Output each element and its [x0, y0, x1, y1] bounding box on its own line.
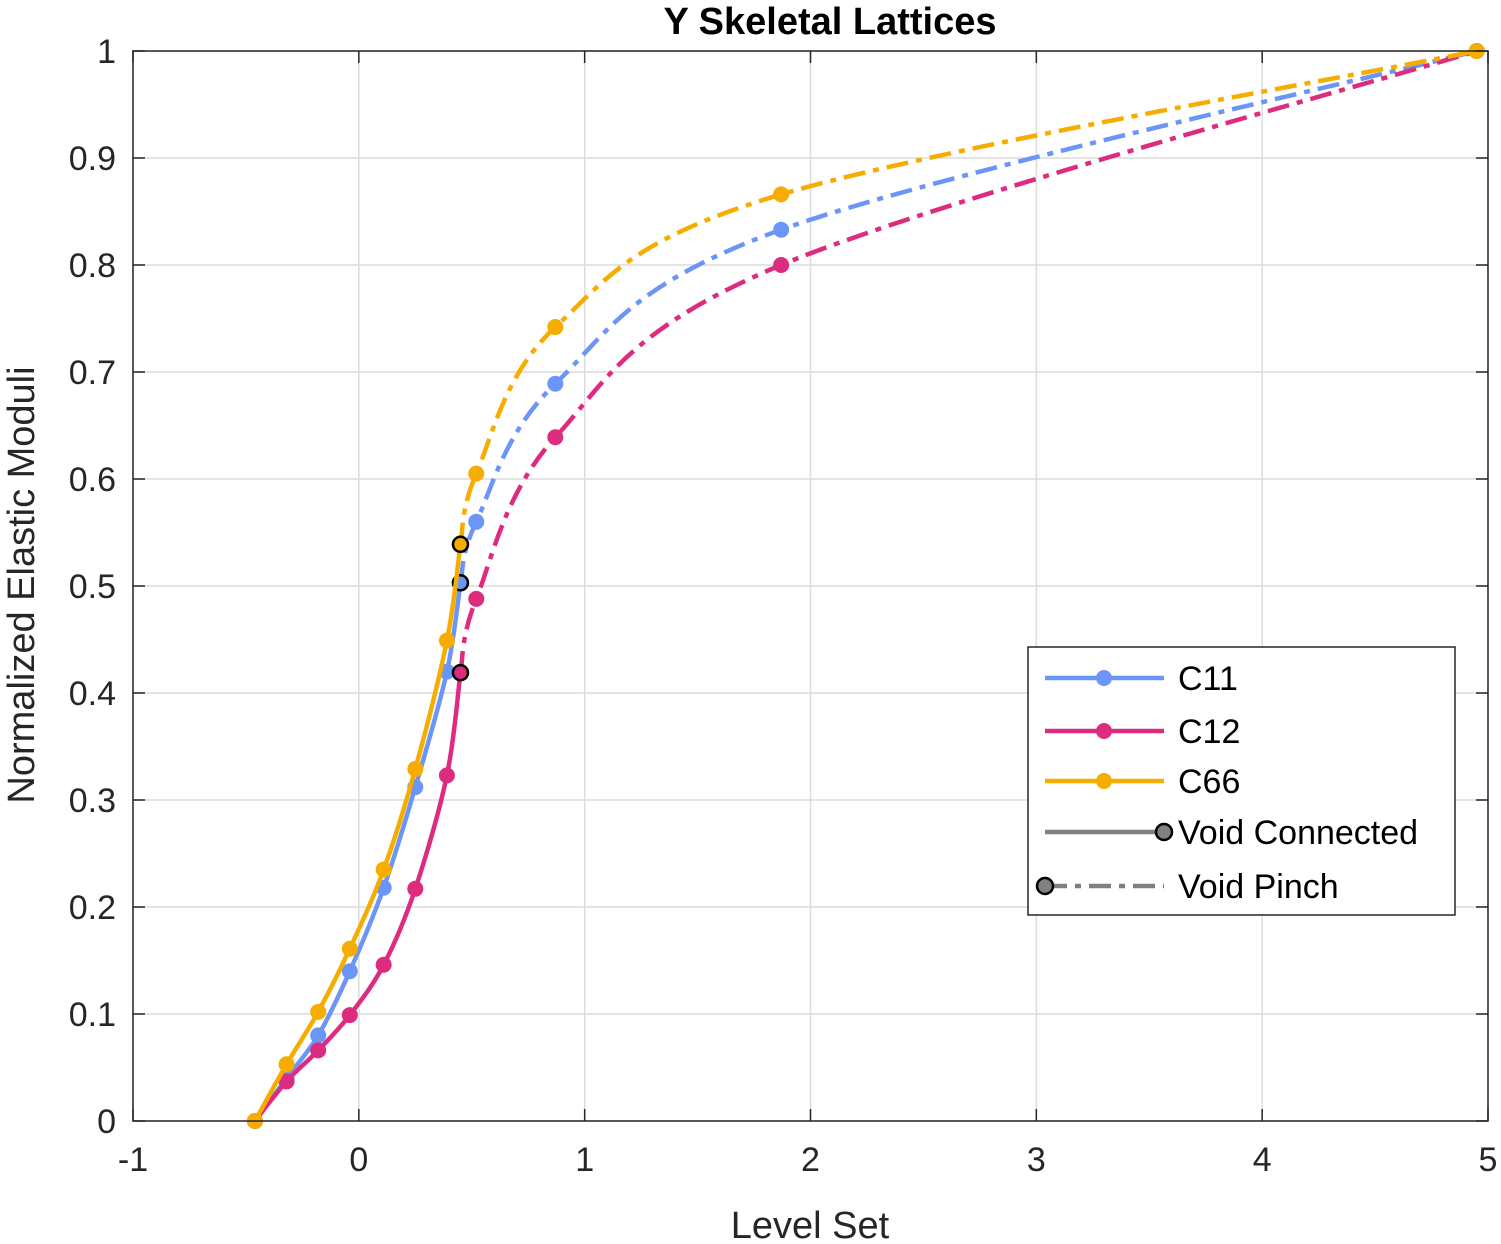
y-tick-label: 0.9: [69, 140, 116, 178]
data-point: [310, 1003, 327, 1020]
x-tick-label: 0: [349, 1141, 368, 1179]
y-tick-label: 0: [97, 1103, 116, 1141]
data-point: [278, 1056, 295, 1073]
x-tick-label: -1: [118, 1141, 148, 1179]
series-layer: [246, 43, 1485, 1129]
data-point: [438, 632, 455, 649]
series-line-dashed: [458, 48, 1478, 674]
data-point: [407, 760, 424, 777]
chart-title: Y Skeletal Lattices: [663, 1, 996, 43]
y-tick-label: 0.1: [69, 996, 116, 1034]
y-tick-label: 0.8: [69, 247, 116, 285]
data-point: [547, 319, 564, 336]
x-tick-label: 3: [1027, 1141, 1046, 1179]
data-point: [547, 375, 564, 392]
data-point: [375, 861, 392, 878]
data-point: [468, 513, 485, 530]
x-tick-label: 1: [575, 1141, 594, 1179]
legend-label: C12: [1178, 713, 1240, 751]
axes: -1 0 1 2 3 4 500.10.20.30.40.50.60.70.80.91: [69, 33, 1498, 1179]
grid: [132, 50, 1489, 1122]
legend-swatch-marker: [1096, 670, 1112, 686]
y-tick-label: 0.2: [69, 889, 116, 927]
transition-point: [451, 535, 470, 554]
legend-label: C66: [1178, 763, 1240, 801]
x-tick-label: 4: [1253, 1141, 1272, 1179]
legend-entry-void-connected: Void Connected: [1045, 814, 1418, 852]
legend-swatch-marker: [1096, 773, 1112, 789]
data-point: [468, 590, 485, 607]
data-point: [341, 940, 358, 957]
legend-entry-c12: C12: [1045, 713, 1240, 751]
data-point: [773, 257, 790, 273]
legend-label: C11: [1178, 660, 1238, 698]
y-tick-label: 0.6: [69, 461, 116, 499]
data-point: [438, 767, 455, 784]
series-c66: [246, 43, 1485, 1129]
y-tick-label: 1: [97, 33, 116, 71]
y-tick-label: 0.7: [69, 354, 116, 392]
legend-label: Void Connected: [1178, 814, 1418, 852]
data-point: [773, 186, 790, 203]
data-point: [773, 221, 790, 238]
x-tick-label: 5: [1479, 1141, 1498, 1179]
transition-point: [451, 663, 470, 682]
legend-swatch-marker: [1096, 723, 1112, 739]
data-point: [341, 963, 358, 980]
legend-swatch-marker: [1035, 876, 1055, 896]
legend-entry-void-pinch: Void Pinch: [1035, 868, 1339, 906]
series-line-dashed: [458, 48, 1478, 584]
series-line-solid: [253, 582, 463, 1123]
legend-entry-c66: C66: [1045, 763, 1240, 801]
data-point: [407, 880, 424, 897]
y-tick-label: 0.4: [69, 675, 116, 713]
legend-entry-c11: C11: [1045, 660, 1238, 698]
x-tick-label: 2: [801, 1141, 820, 1179]
x-axis-label: Level Set: [731, 1205, 890, 1244]
series-line-dashed: [458, 48, 1478, 545]
data-point: [547, 429, 564, 446]
data-point: [468, 465, 485, 482]
data-point: [310, 1027, 327, 1044]
data-point: [278, 1073, 295, 1090]
y-axis-label: Normalized Elastic Moduli: [1, 366, 43, 803]
y-tick-label: 0.3: [69, 782, 116, 820]
legend-swatch-marker: [1154, 822, 1174, 842]
data-point: [375, 956, 392, 973]
y-tick-label: 0.5: [69, 568, 116, 606]
data-point: [310, 1042, 327, 1059]
data-point: [341, 1007, 358, 1024]
legend: C11 C12 C66 Void Connected Void Pinch: [1027, 646, 1456, 916]
series-line-solid: [252, 543, 463, 1123]
legend-label: Void Pinch: [1178, 868, 1339, 906]
